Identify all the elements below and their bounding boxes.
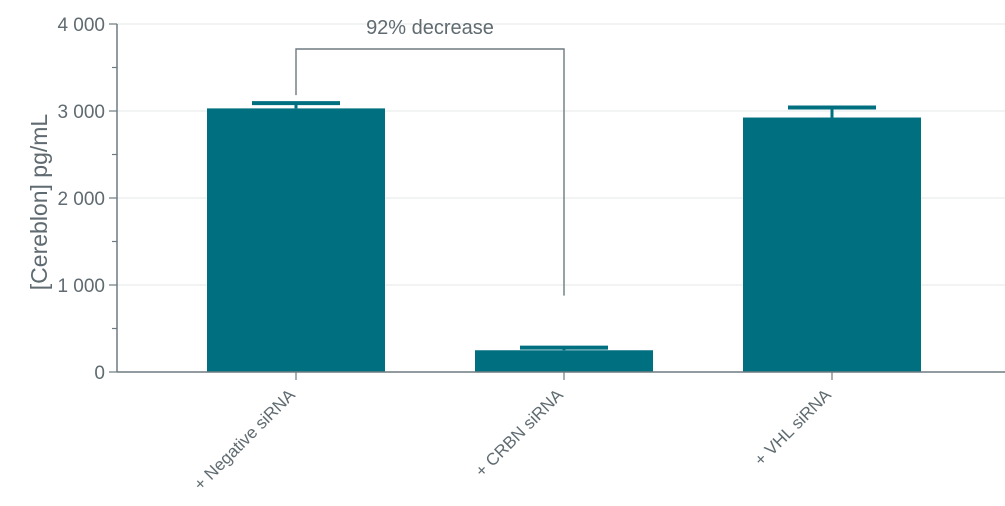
annotation-label: 92% decrease [366,17,494,39]
y-tick-label: 4 000 [57,15,105,36]
y-tick-label: 3 000 [57,102,105,123]
error-bars [252,101,876,351]
bars [207,108,921,373]
y-tick-label: 2 000 [57,189,105,210]
x-tick-label: + VHL siRNA [751,385,836,470]
x-tick-label: + Negative siRNA [190,385,299,494]
y-ticks: 0 1 000 2 000 3 000 4 000 [57,15,117,384]
bar [475,350,653,372]
bar [207,108,385,372]
x-tick-label: + CRBN siRNA [472,385,568,481]
y-axis-label: [Cereblon] pg/mL [26,114,52,291]
annotation-bracket [295,48,565,296]
y-tick-label: 0 [94,363,105,384]
x-ticks: + Negative siRNA + CRBN siRNA + VHL siRNA [190,372,835,494]
y-tick-label: 1 000 [57,276,105,297]
bar [743,117,921,373]
annotation: 92% decrease [295,17,565,296]
